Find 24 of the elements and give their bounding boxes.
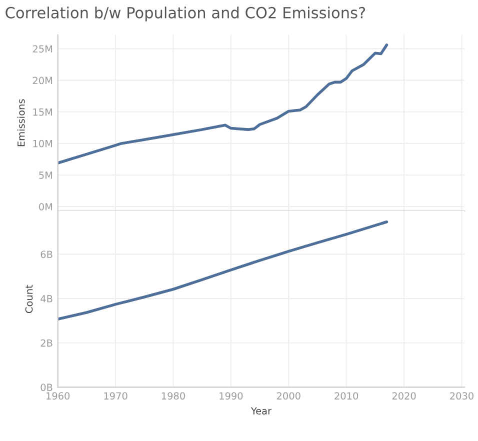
x-tick-label: 1980 [162,392,185,400]
y-tick-label: 0M [39,203,52,210]
y-axis-title: Count [25,284,33,313]
line-series [58,220,388,321]
x-tick-label: 2030 [450,392,474,400]
y-tick-label: 20M [32,76,52,84]
line-series [58,44,388,164]
y-tick-label: 6B [40,250,52,258]
y-axis-title: Emissions [17,99,25,146]
x-tick-label: 1970 [104,392,128,400]
x-tick-label: 2000 [276,392,300,400]
x-axis-title: Year [250,407,272,415]
y-tick-label: 2B [40,339,52,347]
x-tick-label: 1990 [220,392,243,400]
y-tick-label: 4B [40,295,52,302]
y-tick-label: 25M [32,45,52,53]
chart-title: Correlation b/w Population and CO2 Emissions? [6,6,366,22]
y-tick-label: 15M [33,108,52,116]
y-tick-label: 10M [33,140,52,148]
x-tick-label: 2010 [334,392,358,400]
y-tick-label: 5M [39,172,52,179]
y-tick-label: 0B [40,384,52,392]
x-tick-label: 2020 [392,392,416,400]
x-tick-label: 1960 [46,392,70,400]
